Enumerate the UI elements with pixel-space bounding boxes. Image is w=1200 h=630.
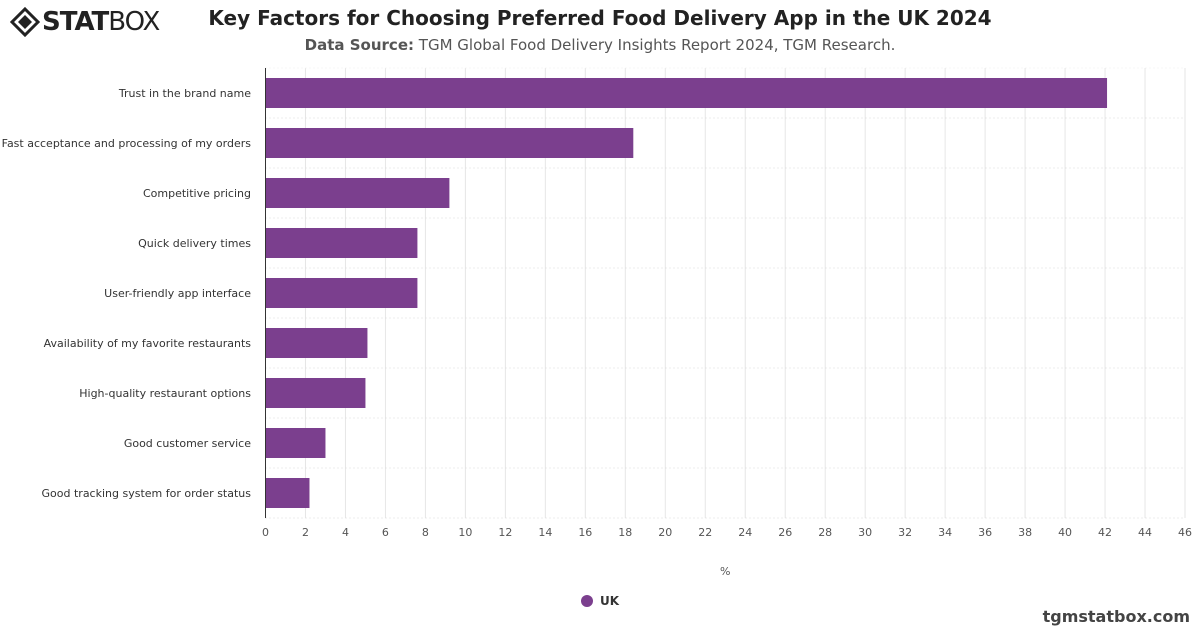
x-axis-label: % [720,565,730,578]
x-tick-label: 2 [302,526,309,539]
bar [265,128,634,158]
x-tick-label: 4 [342,526,349,539]
x-tick-label: 10 [458,526,472,539]
statbox-logo: STATBOX [10,6,160,38]
x-tick-label: 26 [778,526,792,539]
x-tick-label: 0 [262,526,269,539]
x-tick-label: 46 [1178,526,1192,539]
bar [265,78,1108,108]
bar [265,428,326,458]
chart-title: Key Factors for Choosing Preferred Food … [208,6,992,30]
category-label: Good tracking system for order status [42,487,252,500]
x-tick-label: 14 [538,526,552,539]
logo-text: STATBOX [42,7,160,37]
bar [265,178,450,208]
x-tick-label: 38 [1018,526,1032,539]
bar [265,278,418,308]
category-label: Good customer service [124,437,251,450]
category-label: Trust in the brand name [118,87,251,100]
x-tick-label: 28 [818,526,832,539]
footer-site: tgmstatbox.com [1042,607,1190,626]
x-tick-label: 18 [618,526,632,539]
x-tick-label: 36 [978,526,992,539]
x-tick-label: 24 [738,526,752,539]
chart-subtitle: Data Source: TGM Global Food Delivery In… [0,36,1200,54]
category-label: Fast acceptance and processing of my ord… [2,137,252,150]
x-tick-label: 30 [858,526,872,539]
x-tick-label: 42 [1098,526,1112,539]
category-label: User-friendly app interface [104,287,251,300]
x-tick-label: 6 [382,526,389,539]
x-tick-label: 8 [422,526,429,539]
bar [265,478,310,508]
x-tick-label: 20 [658,526,672,539]
x-tick-label: 22 [698,526,712,539]
x-tick-label: 12 [498,526,512,539]
bar [265,378,366,408]
category-label: Competitive pricing [143,187,251,200]
bar [265,228,418,258]
diamond-logo-icon [10,7,40,37]
x-tick-label: 32 [898,526,912,539]
subtitle-label: Data Source: [304,36,414,54]
legend-marker-uk [580,595,593,607]
x-tick-label: 34 [938,526,952,539]
x-tick-label: 16 [578,526,592,539]
bar [265,328,368,358]
category-label: High-quality restaurant options [79,387,251,400]
category-label: Availability of my favorite restaurants [44,337,252,350]
x-tick-label: 44 [1138,526,1152,539]
legend-label-uk: UK [599,594,620,608]
legend[interactable]: UK [0,594,1200,608]
subtitle-source: TGM Global Food Delivery Insights Report… [418,36,896,54]
category-label: Quick delivery times [138,237,251,250]
x-tick-label: 40 [1058,526,1072,539]
